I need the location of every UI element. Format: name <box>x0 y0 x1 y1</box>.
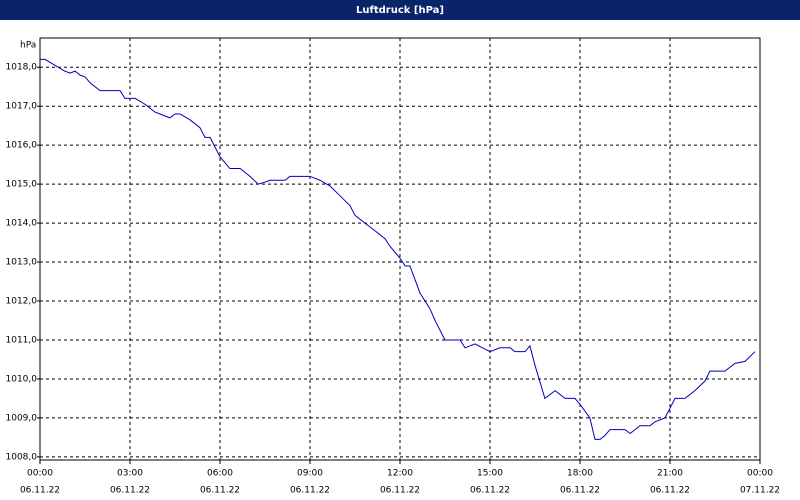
y-tick-label: 1016,0 <box>6 141 38 151</box>
x-tick-date: 06.11.22 <box>290 486 330 496</box>
y-tick-label: 1012,0 <box>6 297 38 307</box>
x-tick-date: 06.11.22 <box>650 486 690 496</box>
y-tick-label: 1009,0 <box>6 413 38 423</box>
x-tick-date: 06.11.22 <box>110 486 150 496</box>
y-axis-label: hPa <box>20 41 36 51</box>
x-tick-label: 06:00 <box>207 469 233 479</box>
y-tick-label: 1014,0 <box>6 219 38 229</box>
x-tick-date: 07.11.22 <box>740 486 780 496</box>
y-tick-label: 1015,0 <box>6 180 38 190</box>
y-tick-label: 1011,0 <box>6 335 38 345</box>
y-tick-label: 1008,0 <box>6 452 38 462</box>
x-tick-label: 03:00 <box>117 469 143 479</box>
x-tick-label: 15:00 <box>477 469 503 479</box>
x-tick-label: 21:00 <box>657 469 683 479</box>
x-tick-date: 06.11.22 <box>470 486 510 496</box>
x-tick-date: 06.11.22 <box>20 486 60 496</box>
y-tick-label: 1010,0 <box>6 374 38 384</box>
x-tick-label: 09:00 <box>297 469 323 479</box>
x-tick-label: 00:00 <box>747 469 773 479</box>
x-tick-date: 06.11.22 <box>200 486 240 496</box>
x-tick-label: 12:00 <box>387 469 413 479</box>
line <box>40 58 756 440</box>
y-tick-label: 1017,0 <box>6 102 38 112</box>
x-tick-label: 18:00 <box>567 469 593 479</box>
x-tick-label: 00:00 <box>27 469 53 479</box>
chart-title: Luftdruck [hPa] <box>356 5 444 16</box>
y-tick-label: 1018,0 <box>6 63 38 73</box>
title-bar <box>0 0 800 20</box>
x-tick-date: 06.11.22 <box>560 486 600 496</box>
y-tick-label: 1013,0 <box>6 258 38 268</box>
x-tick-date: 06.11.22 <box>380 486 420 496</box>
